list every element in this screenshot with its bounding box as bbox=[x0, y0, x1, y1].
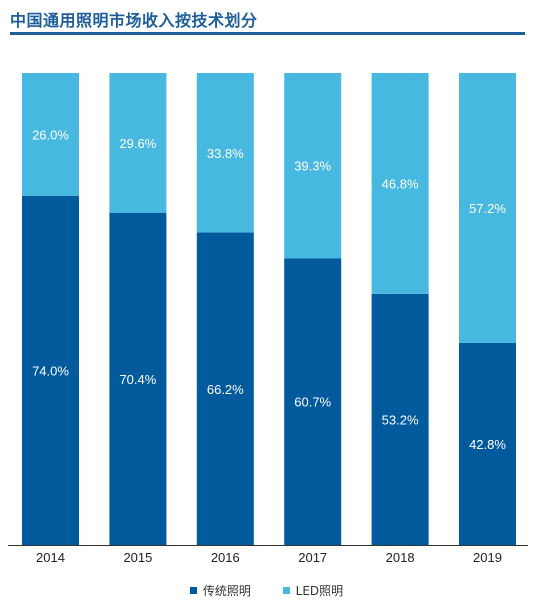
x-tick-label-2019: 2019 bbox=[473, 550, 502, 565]
x-tick-label-2014: 2014 bbox=[36, 550, 65, 565]
chart-title: 中国通用照明市场收入按技术划分 bbox=[10, 11, 258, 30]
bar-traditional-2015 bbox=[109, 212, 167, 545]
bar-traditional-2019 bbox=[459, 342, 516, 545]
data-label-traditional-2015: 70.4% bbox=[119, 372, 156, 387]
legend-label-led: LED照明 bbox=[295, 584, 344, 598]
legend-item-led: LED照明 bbox=[282, 582, 344, 599]
data-label-led-2015: 29.6% bbox=[119, 136, 156, 151]
x-tick-label-2016: 2016 bbox=[211, 550, 240, 565]
data-label-led-2016: 33.8% bbox=[207, 146, 244, 161]
bar-led-2014 bbox=[22, 73, 79, 196]
legend-item-traditional: 传统照明 bbox=[189, 582, 251, 599]
x-tick-label-2017: 2017 bbox=[298, 550, 327, 565]
data-label-led-2018: 46.8% bbox=[382, 176, 419, 191]
bar-led-2017 bbox=[284, 73, 342, 259]
data-label-traditional-2019: 42.8% bbox=[469, 437, 506, 452]
bar-traditional-2017 bbox=[284, 258, 342, 545]
data-label-led-2019: 57.2% bbox=[469, 201, 506, 216]
legend: 传统照明 LED照明 bbox=[0, 582, 533, 599]
legend-swatch-traditional bbox=[189, 587, 197, 594]
bar-led-2019 bbox=[459, 73, 516, 343]
bar-traditional-2016 bbox=[196, 232, 254, 545]
bar-traditional-2018 bbox=[371, 293, 429, 545]
bar-led-2015 bbox=[109, 73, 167, 213]
legend-label-traditional: 传统照明 bbox=[202, 584, 251, 598]
title-divider bbox=[10, 32, 525, 35]
stacked-bar-chart: 74.0% 26.0% 2014 70.4% 29.6% 2015 66.2% 33.8% 20… bbox=[8, 73, 528, 565]
bar-led-2016 bbox=[196, 73, 254, 233]
legend-swatch-led bbox=[282, 587, 290, 594]
data-label-led-2014: 26.0% bbox=[32, 127, 69, 142]
x-tick-label-2015: 2015 bbox=[123, 550, 152, 565]
data-label-traditional-2018: 53.2% bbox=[382, 412, 419, 427]
data-label-led-2017: 39.3% bbox=[294, 159, 331, 174]
bar-traditional-2014 bbox=[22, 195, 79, 545]
x-tick-label-2018: 2018 bbox=[386, 550, 415, 565]
bar-led-2018 bbox=[371, 73, 429, 294]
data-label-traditional-2014: 74.0% bbox=[32, 363, 69, 378]
data-label-traditional-2016: 66.2% bbox=[207, 382, 244, 397]
data-label-traditional-2017: 60.7% bbox=[294, 395, 331, 410]
